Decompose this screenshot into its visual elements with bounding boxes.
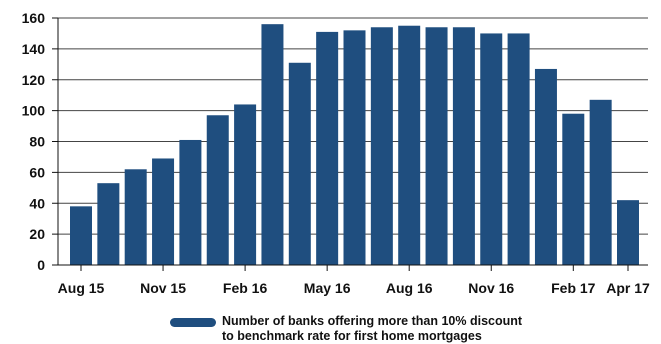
bar bbox=[97, 183, 120, 265]
bar bbox=[480, 33, 503, 265]
x-tick-label: Aug 16 bbox=[386, 280, 433, 296]
bar bbox=[124, 169, 147, 265]
bar bbox=[152, 158, 175, 265]
bar bbox=[343, 30, 366, 265]
bar bbox=[589, 99, 612, 265]
bar bbox=[261, 24, 284, 265]
bar bbox=[617, 200, 639, 265]
bar bbox=[206, 115, 229, 265]
y-tick-label: 80 bbox=[29, 134, 45, 150]
bar bbox=[70, 206, 92, 265]
legend: Number of banks offering more than 10% d… bbox=[170, 314, 590, 344]
bar bbox=[507, 33, 530, 265]
bar bbox=[179, 139, 202, 265]
bar-chart: 0 20 40 60 80 100 120 140 160 Aug 15 Nov 15 Feb 16 M… bbox=[22, 10, 650, 296]
legend-label-line-2: to benchmark rate for first home mortgag… bbox=[222, 329, 482, 343]
legend-swatch bbox=[170, 318, 216, 327]
y-tick-label: 100 bbox=[22, 103, 46, 119]
bar bbox=[288, 62, 311, 265]
bar bbox=[234, 104, 257, 265]
x-tick-label: Feb 16 bbox=[223, 280, 268, 296]
x-tick-label: Feb 17 bbox=[551, 280, 596, 296]
x-tick-label: May 16 bbox=[304, 280, 351, 296]
y-tick-label: 60 bbox=[29, 164, 45, 180]
x-tick-label: Nov 15 bbox=[140, 280, 186, 296]
x-tick-label: Apr 17 bbox=[606, 280, 650, 296]
y-tick-label: 40 bbox=[29, 195, 45, 211]
bar bbox=[316, 31, 339, 265]
legend-label: Number of banks offering more than 10% d… bbox=[222, 314, 582, 344]
bar bbox=[452, 27, 475, 266]
x-tick-label: Aug 15 bbox=[58, 280, 105, 296]
y-tick-label: 20 bbox=[29, 226, 45, 242]
y-tick-label: 0 bbox=[37, 257, 45, 273]
bar bbox=[534, 68, 557, 265]
y-tick-label: 120 bbox=[22, 72, 46, 88]
bar bbox=[425, 27, 448, 266]
bar bbox=[562, 113, 585, 266]
y-tick-label: 140 bbox=[22, 41, 46, 57]
x-tick-label: Nov 16 bbox=[468, 280, 514, 296]
y-tick-label: 160 bbox=[22, 10, 46, 26]
legend-label-line-1: Number of banks offering more than 10% d… bbox=[222, 314, 523, 328]
bar bbox=[398, 25, 421, 265]
bar bbox=[370, 27, 393, 266]
